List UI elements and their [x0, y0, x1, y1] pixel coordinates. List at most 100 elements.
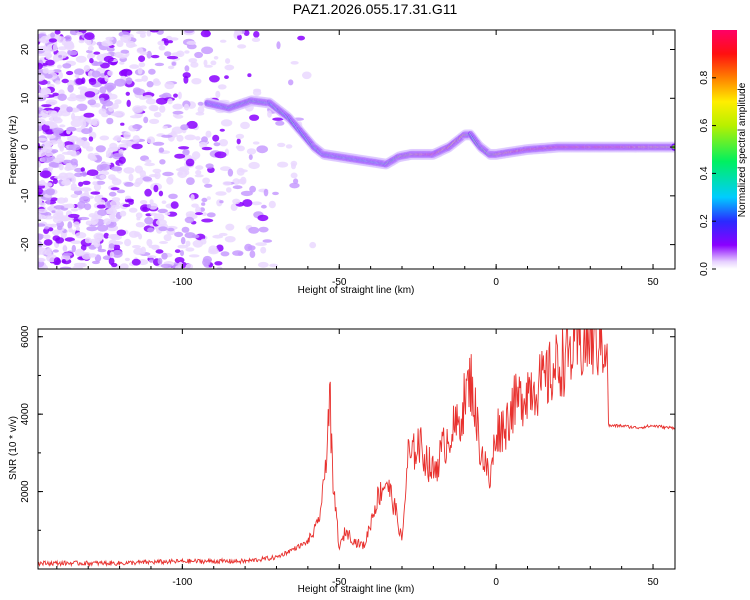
noise-blob	[52, 127, 64, 134]
noise-blob	[86, 53, 94, 60]
noise-blob	[253, 31, 260, 38]
noise-blob	[202, 258, 211, 267]
noise-blob	[277, 161, 289, 168]
noise-blob	[195, 206, 202, 214]
noise-blob	[125, 91, 130, 96]
noise-blob	[173, 93, 178, 98]
noise-blob	[61, 180, 71, 186]
noise-blob	[105, 149, 112, 158]
noise-blob	[158, 94, 169, 98]
noise-blob	[185, 263, 193, 269]
noise-blob	[38, 160, 41, 168]
noise-blob	[99, 135, 110, 141]
noise-blob	[128, 207, 138, 213]
noise-blob	[67, 135, 79, 142]
noise-blob	[41, 156, 53, 163]
noise-blob	[66, 106, 73, 113]
noise-blob	[108, 106, 114, 112]
noise-blob	[166, 176, 174, 185]
noise-blob	[148, 202, 158, 210]
snr-frame	[37, 328, 676, 570]
noise-blob	[202, 177, 211, 184]
noise-blob	[52, 92, 59, 97]
noise-blob	[124, 238, 132, 247]
colorbar-gradient	[712, 30, 737, 269]
noise-blob	[144, 162, 156, 167]
noise-blob	[81, 252, 92, 260]
noise-blob	[114, 99, 122, 105]
noise-blob	[125, 77, 133, 85]
noise-blob	[79, 196, 91, 204]
noise-blob	[41, 124, 50, 132]
noise-blob	[78, 181, 84, 187]
noise-blob	[138, 55, 146, 62]
noise-blob	[161, 252, 168, 260]
noise-blob	[52, 229, 61, 236]
noise-blob	[290, 61, 299, 65]
spectrogram-y-axis-label: Frequency (Hz)	[8, 116, 19, 185]
noise-blob	[41, 88, 52, 95]
noise-blob	[195, 165, 204, 170]
noise-blob	[184, 50, 190, 54]
colorbar-tick-label: 0.4	[699, 166, 710, 180]
snr-series	[38, 329, 675, 568]
noise-blob	[139, 33, 146, 38]
noise-blob	[104, 75, 109, 82]
noise-blob	[53, 257, 61, 265]
noise-blob	[114, 51, 123, 58]
noise-blob	[285, 144, 293, 149]
noise-blob	[38, 214, 47, 220]
noise-blob	[59, 124, 66, 128]
noise-blob	[112, 241, 124, 245]
noise-blob	[234, 30, 243, 36]
noise-blob	[140, 246, 146, 255]
noise-blob	[302, 71, 312, 80]
noise-blob	[171, 126, 184, 134]
noise-blob	[84, 203, 92, 211]
noise-blob	[70, 186, 83, 192]
noise-blob	[52, 215, 63, 224]
noise-blob	[135, 177, 144, 185]
noise-blob	[38, 260, 45, 268]
noise-blob	[174, 249, 181, 254]
noise-blob	[52, 69, 62, 73]
noise-blob	[45, 188, 56, 196]
noise-blob	[86, 169, 99, 176]
noise-blob	[118, 156, 126, 164]
noise-blob	[70, 208, 79, 212]
noise-blob	[269, 263, 278, 268]
noise-blob	[93, 240, 101, 248]
noise-blob	[45, 151, 54, 157]
noise-blob	[131, 258, 141, 266]
noise-blob	[38, 73, 45, 82]
noise-blob	[132, 124, 143, 129]
noise-blob	[44, 74, 53, 79]
noise-blob	[144, 188, 152, 197]
noise-blob	[185, 240, 191, 247]
noise-blob	[38, 208, 48, 214]
noise-blob	[275, 120, 285, 126]
noise-blob	[251, 37, 261, 42]
noise-blob	[205, 130, 212, 138]
noise-blob	[61, 216, 69, 222]
noise-blob	[257, 214, 269, 222]
noise-blob	[161, 200, 167, 204]
x-tick-label: -100	[172, 577, 192, 588]
noise-blob	[164, 51, 172, 57]
noise-blob	[52, 44, 58, 52]
noise-blob	[93, 183, 102, 191]
noise-blob	[84, 237, 92, 244]
noise-blob	[272, 117, 284, 121]
noise-blob	[61, 259, 67, 264]
noise-blob	[38, 258, 45, 263]
noise-blob	[91, 118, 100, 127]
noise-blob	[132, 245, 141, 249]
noise-blob	[149, 30, 159, 33]
noise-blob	[159, 159, 166, 165]
noise-blob	[99, 86, 107, 94]
noise-blob	[40, 109, 48, 117]
noise-blob	[128, 199, 134, 205]
noise-blob	[290, 172, 298, 179]
noise-blob	[45, 59, 55, 66]
noise-blob	[78, 39, 85, 44]
